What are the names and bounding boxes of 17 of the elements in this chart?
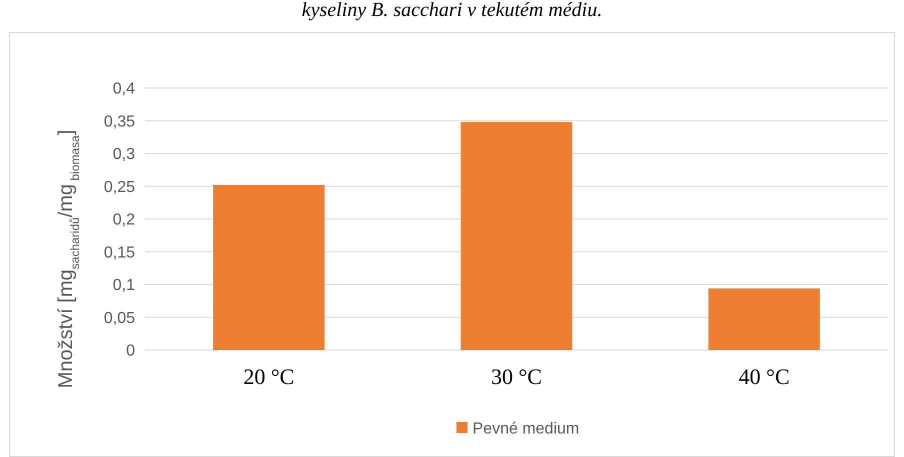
y-tick-label: 0,35 [104, 113, 136, 130]
y-tick-label: 0,4 [112, 80, 136, 98]
x-tick-label: 30 °C [491, 364, 542, 389]
x-tick-label: 20 °C [243, 364, 294, 389]
y-tick-label: 0 [126, 342, 136, 360]
y-tick-label: 0,15 [104, 244, 136, 262]
y-tick-label: 0,1 [112, 277, 136, 294]
bar [460, 122, 572, 350]
bar [708, 288, 820, 350]
y-tick-label: 0,25 [104, 178, 136, 196]
y-tick-label: 0,3 [112, 146, 136, 164]
legend-label: Pevné medium [472, 420, 580, 438]
y-tick-label: 0,2 [112, 212, 136, 229]
bar [213, 184, 325, 350]
text: kyseliny B. sacchari v tekutém médiu. [302, 0, 602, 21]
x-tick-label: 40 °C [738, 364, 790, 389]
y-tick-label: 0,05 [104, 310, 136, 327]
